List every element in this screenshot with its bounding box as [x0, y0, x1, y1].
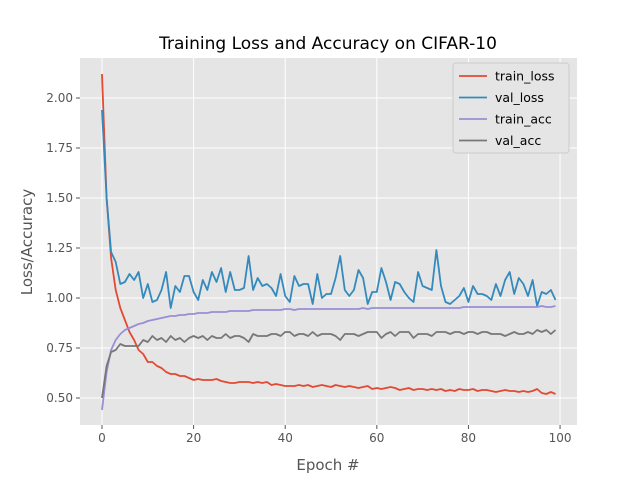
y-axis-label: Loss/Accuracy: [18, 189, 36, 296]
axis-ticks: 0 20 40 60 80 100 0.50 0.75 1.00 1.25 1.50 1.75 2.00: [46, 91, 571, 445]
x-tick-label: 40: [278, 431, 293, 445]
legend-label: val_loss: [495, 90, 544, 105]
y-tick-label: 1.75: [46, 141, 73, 155]
x-axis-label: Epoch #: [296, 456, 359, 474]
x-tick-label: 80: [461, 431, 476, 445]
y-tick-label: 1.00: [46, 291, 73, 305]
grid: [80, 58, 577, 425]
y-tick-label: 0.50: [46, 391, 73, 405]
y-tick-label: 0.75: [46, 341, 73, 355]
legend-label: val_acc: [495, 133, 541, 148]
series-line-val-acc: [101, 329, 557, 399]
x-tick-label: 100: [549, 431, 572, 445]
x-tick-label: 0: [98, 431, 106, 445]
chart-title: Training Loss and Accuracy on CIFAR-10: [158, 34, 497, 54]
series-line-val-loss: [101, 109, 557, 309]
legend: train_loss val_loss train_acc val_acc: [452, 62, 570, 154]
legend-label: train_acc: [495, 112, 552, 127]
y-tick-label: 2.00: [46, 91, 73, 105]
series-line-train-loss: [101, 73, 556, 395]
x-tick-label: 60: [369, 431, 384, 445]
legend-box: [452, 62, 570, 154]
legend-label: train_loss: [495, 69, 555, 84]
x-tick-label: 20: [186, 431, 201, 445]
y-tick-label: 1.50: [46, 191, 73, 205]
series-lines: [101, 73, 557, 411]
y-tick-label: 1.25: [46, 241, 73, 255]
series-line-train-acc: [101, 305, 556, 411]
